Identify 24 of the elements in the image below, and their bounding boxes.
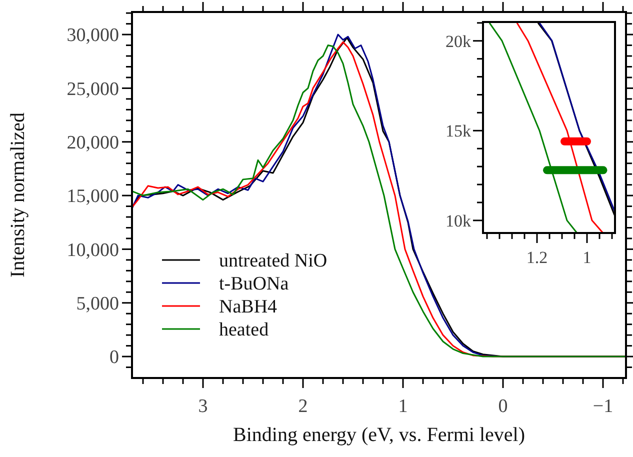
x-tick-label: 1.2 — [526, 248, 548, 267]
x-tick-label: −1 — [592, 396, 614, 417]
y-tick-label: 10k — [446, 211, 472, 230]
x-tick-label: 2 — [298, 396, 308, 417]
y-tick-label: 20k — [446, 32, 472, 51]
y-tick-label: 20,000 — [66, 132, 119, 154]
legend-label: NaBH4 — [219, 296, 278, 318]
x-tick-label: 3 — [198, 396, 208, 417]
x-tick-label: 1 — [582, 248, 592, 267]
y-tick-label: 30,000 — [66, 25, 119, 46]
legend-label: heated — [219, 320, 270, 341]
y-tick-label: 10,000 — [66, 240, 119, 261]
y-tick-label: 25,000 — [66, 78, 119, 100]
x-axis-title: Binding energy (eV, vs. Fermi level) — [233, 424, 525, 446]
line-series — [516, 22, 604, 233]
legend-label: untreated NiO — [219, 250, 328, 272]
x-tick-label: 1 — [398, 396, 408, 417]
x-tick-label: 0 — [498, 396, 508, 417]
y-tick-label: 15k — [446, 122, 472, 141]
y-tick-label: 0 — [110, 347, 119, 368]
y-tick-label: 15,000 — [66, 186, 119, 208]
y-tick-label: 5,000 — [76, 294, 119, 315]
y-axis-title: Intensity normalized — [7, 112, 29, 278]
legend-label: t-BuONa — [219, 274, 290, 295]
